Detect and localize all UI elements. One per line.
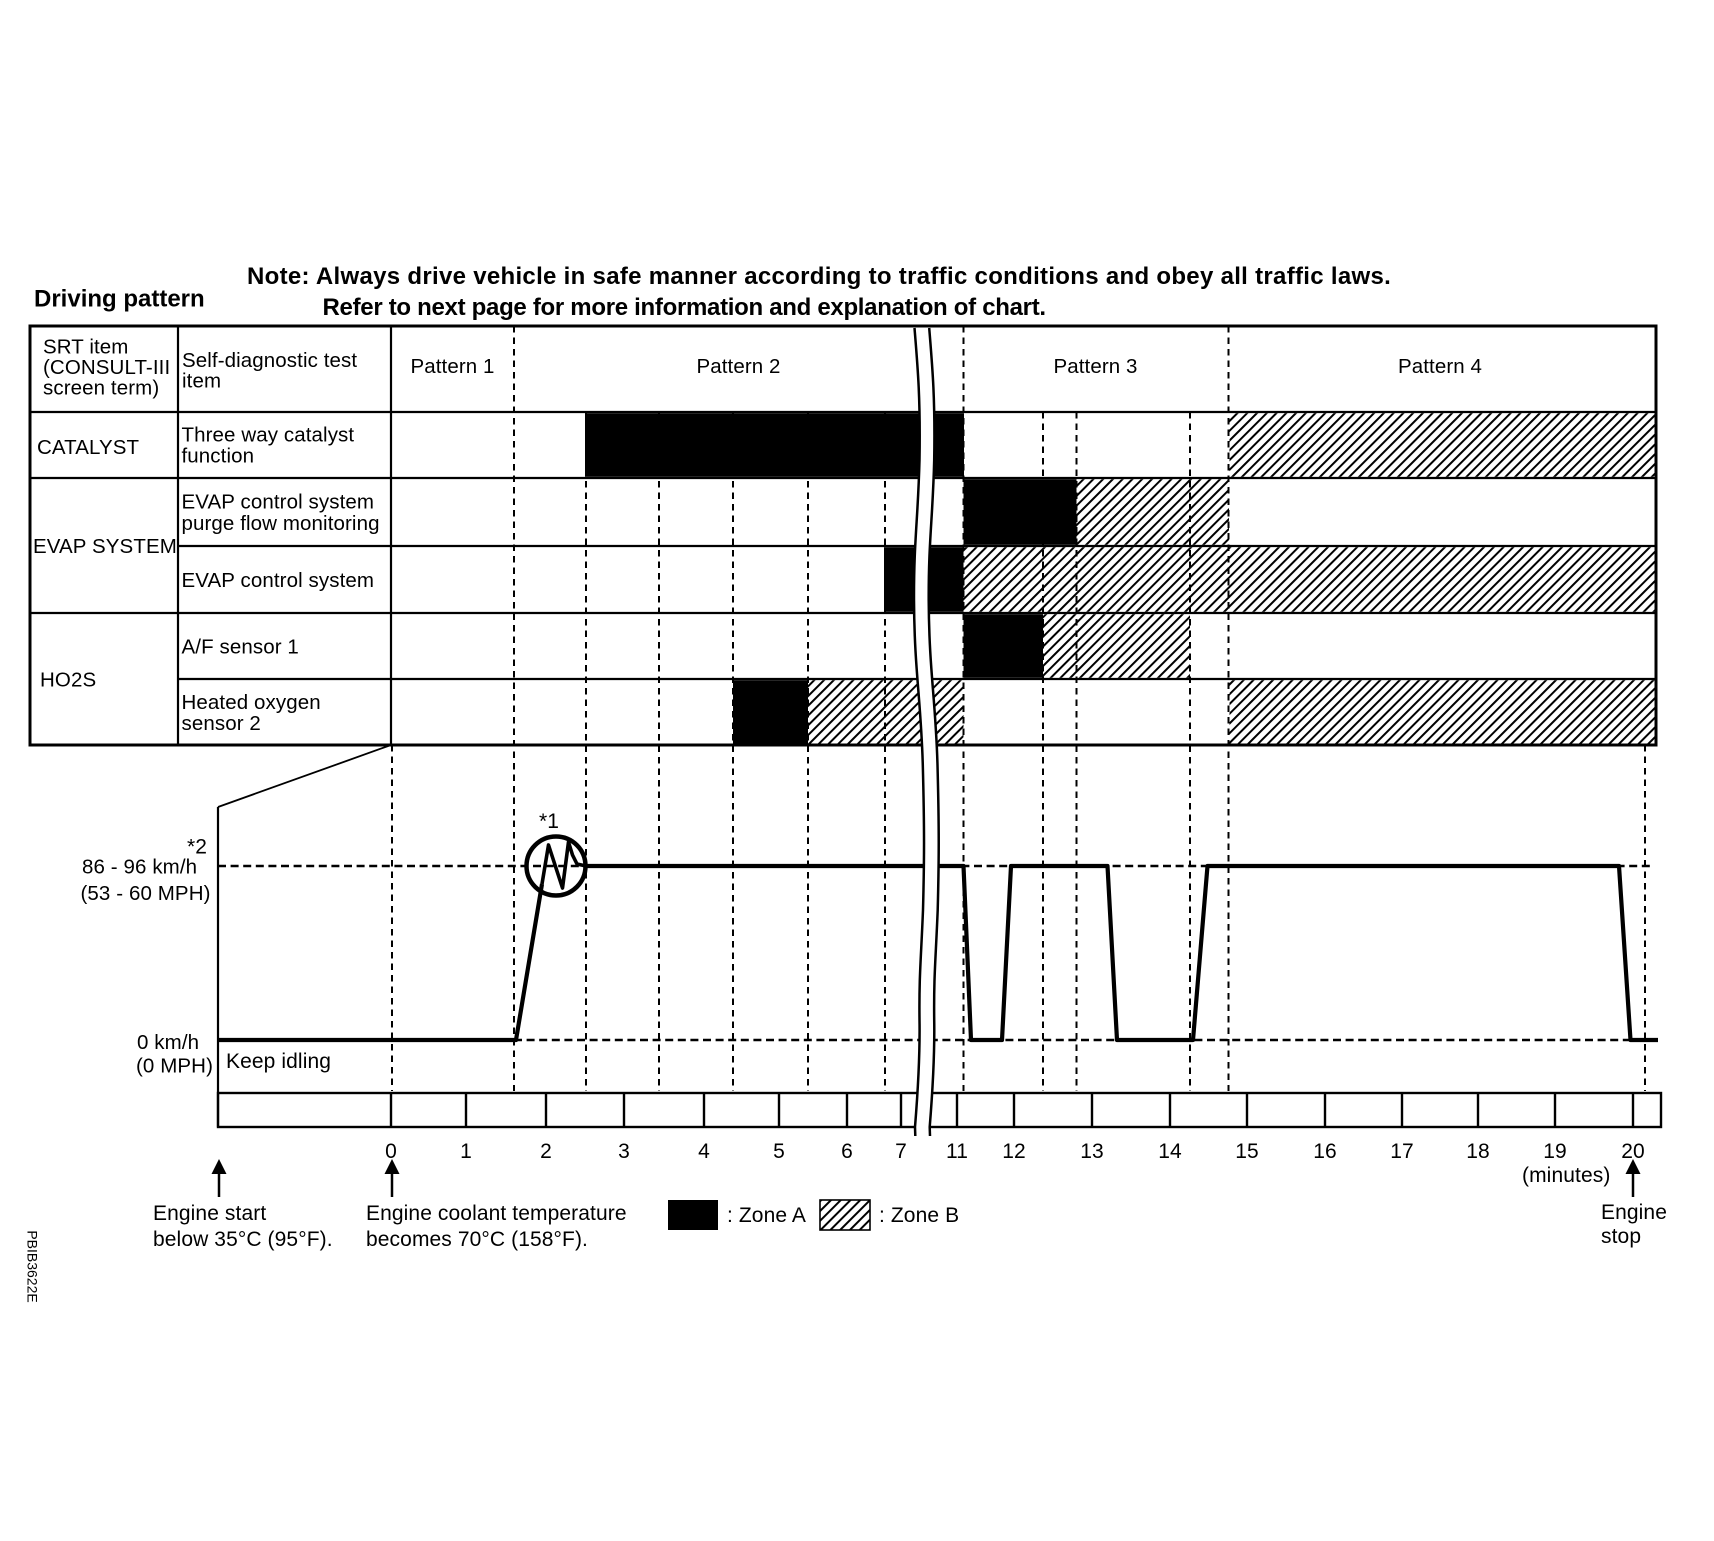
svg-text:purge flow monitoring: purge flow monitoring	[182, 512, 380, 535]
svg-text:(0 MPH): (0 MPH)	[136, 1055, 213, 1078]
svg-text:sensor 2: sensor 2	[182, 712, 261, 735]
svg-text:17: 17	[1390, 1140, 1414, 1163]
svg-text:EVAP control system: EVAP control system	[182, 569, 375, 592]
svg-text:Refer to next page for more in: Refer to next page for more information …	[323, 294, 1046, 321]
svg-text:Self-diagnostic test: Self-diagnostic test	[182, 349, 357, 372]
svg-text:SRT item: SRT item	[43, 336, 128, 359]
svg-text:*1: *1	[539, 810, 559, 833]
svg-text:EVAP SYSTEM: EVAP SYSTEM	[33, 535, 177, 558]
svg-text:Note: Always drive vehicle in: Note: Always drive vehicle in safe manne…	[247, 263, 1391, 290]
svg-text:becomes 70°C (158°F).: becomes 70°C (158°F).	[366, 1228, 588, 1251]
svg-text:(minutes): (minutes)	[1522, 1164, 1610, 1187]
svg-text:: Zone B: : Zone B	[879, 1204, 959, 1227]
svg-text:Pattern 2: Pattern 2	[696, 355, 780, 378]
svg-text:18: 18	[1466, 1140, 1490, 1163]
svg-text:PBIB3622E: PBIB3622E	[25, 1230, 41, 1302]
svg-text:Keep idling: Keep idling	[226, 1050, 331, 1073]
svg-text:Engine start: Engine start	[153, 1202, 266, 1225]
svg-text:function: function	[182, 445, 255, 468]
svg-text:Pattern 1: Pattern 1	[410, 355, 494, 378]
svg-text:1: 1	[460, 1140, 472, 1163]
svg-text:Engine: Engine	[1601, 1201, 1667, 1224]
svg-text:14: 14	[1158, 1140, 1182, 1163]
svg-text:below 35°C (95°F).: below 35°C (95°F).	[153, 1228, 333, 1251]
svg-text:*2: *2	[187, 836, 207, 859]
svg-text:HO2S: HO2S	[40, 669, 96, 692]
svg-text:Pattern 3: Pattern 3	[1053, 355, 1137, 378]
svg-text:0: 0	[385, 1140, 397, 1163]
svg-text:16: 16	[1313, 1140, 1337, 1163]
svg-text:: Zone A: : Zone A	[727, 1204, 806, 1227]
svg-text:0 km/h: 0 km/h	[137, 1031, 199, 1054]
svg-text:11: 11	[946, 1140, 968, 1163]
svg-text:20: 20	[1621, 1140, 1645, 1163]
svg-text:4: 4	[698, 1140, 710, 1163]
svg-text:Engine coolant temperature: Engine coolant temperature	[366, 1202, 627, 1225]
svg-text:7: 7	[895, 1140, 907, 1163]
svg-text:Heated oxygen: Heated oxygen	[182, 691, 321, 714]
svg-text:12: 12	[1002, 1140, 1026, 1163]
svg-text:13: 13	[1080, 1140, 1104, 1163]
svg-text:Three way catalyst: Three way catalyst	[182, 424, 355, 447]
svg-text:CATALYST: CATALYST	[37, 436, 140, 459]
svg-text:86 - 96 km/h: 86 - 96 km/h	[82, 856, 197, 879]
svg-text:(53 - 60 MPH): (53 - 60 MPH)	[81, 882, 211, 905]
svg-text:stop: stop	[1601, 1225, 1641, 1248]
svg-text:15: 15	[1235, 1140, 1259, 1163]
svg-text:5: 5	[773, 1140, 785, 1163]
svg-text:2: 2	[540, 1140, 552, 1163]
svg-text:A/F sensor 1: A/F sensor 1	[182, 636, 299, 659]
svg-text:Pattern 4: Pattern 4	[1398, 355, 1482, 378]
svg-text:EVAP control system: EVAP control system	[182, 491, 375, 514]
svg-text:item: item	[182, 370, 221, 393]
svg-text:Driving pattern: Driving pattern	[34, 286, 205, 313]
svg-text:3: 3	[618, 1140, 630, 1163]
svg-text:19: 19	[1543, 1140, 1567, 1163]
svg-text:screen term): screen term)	[43, 377, 159, 400]
svg-text:(CONSULT-III: (CONSULT-III	[43, 356, 170, 379]
svg-text:6: 6	[841, 1140, 853, 1163]
